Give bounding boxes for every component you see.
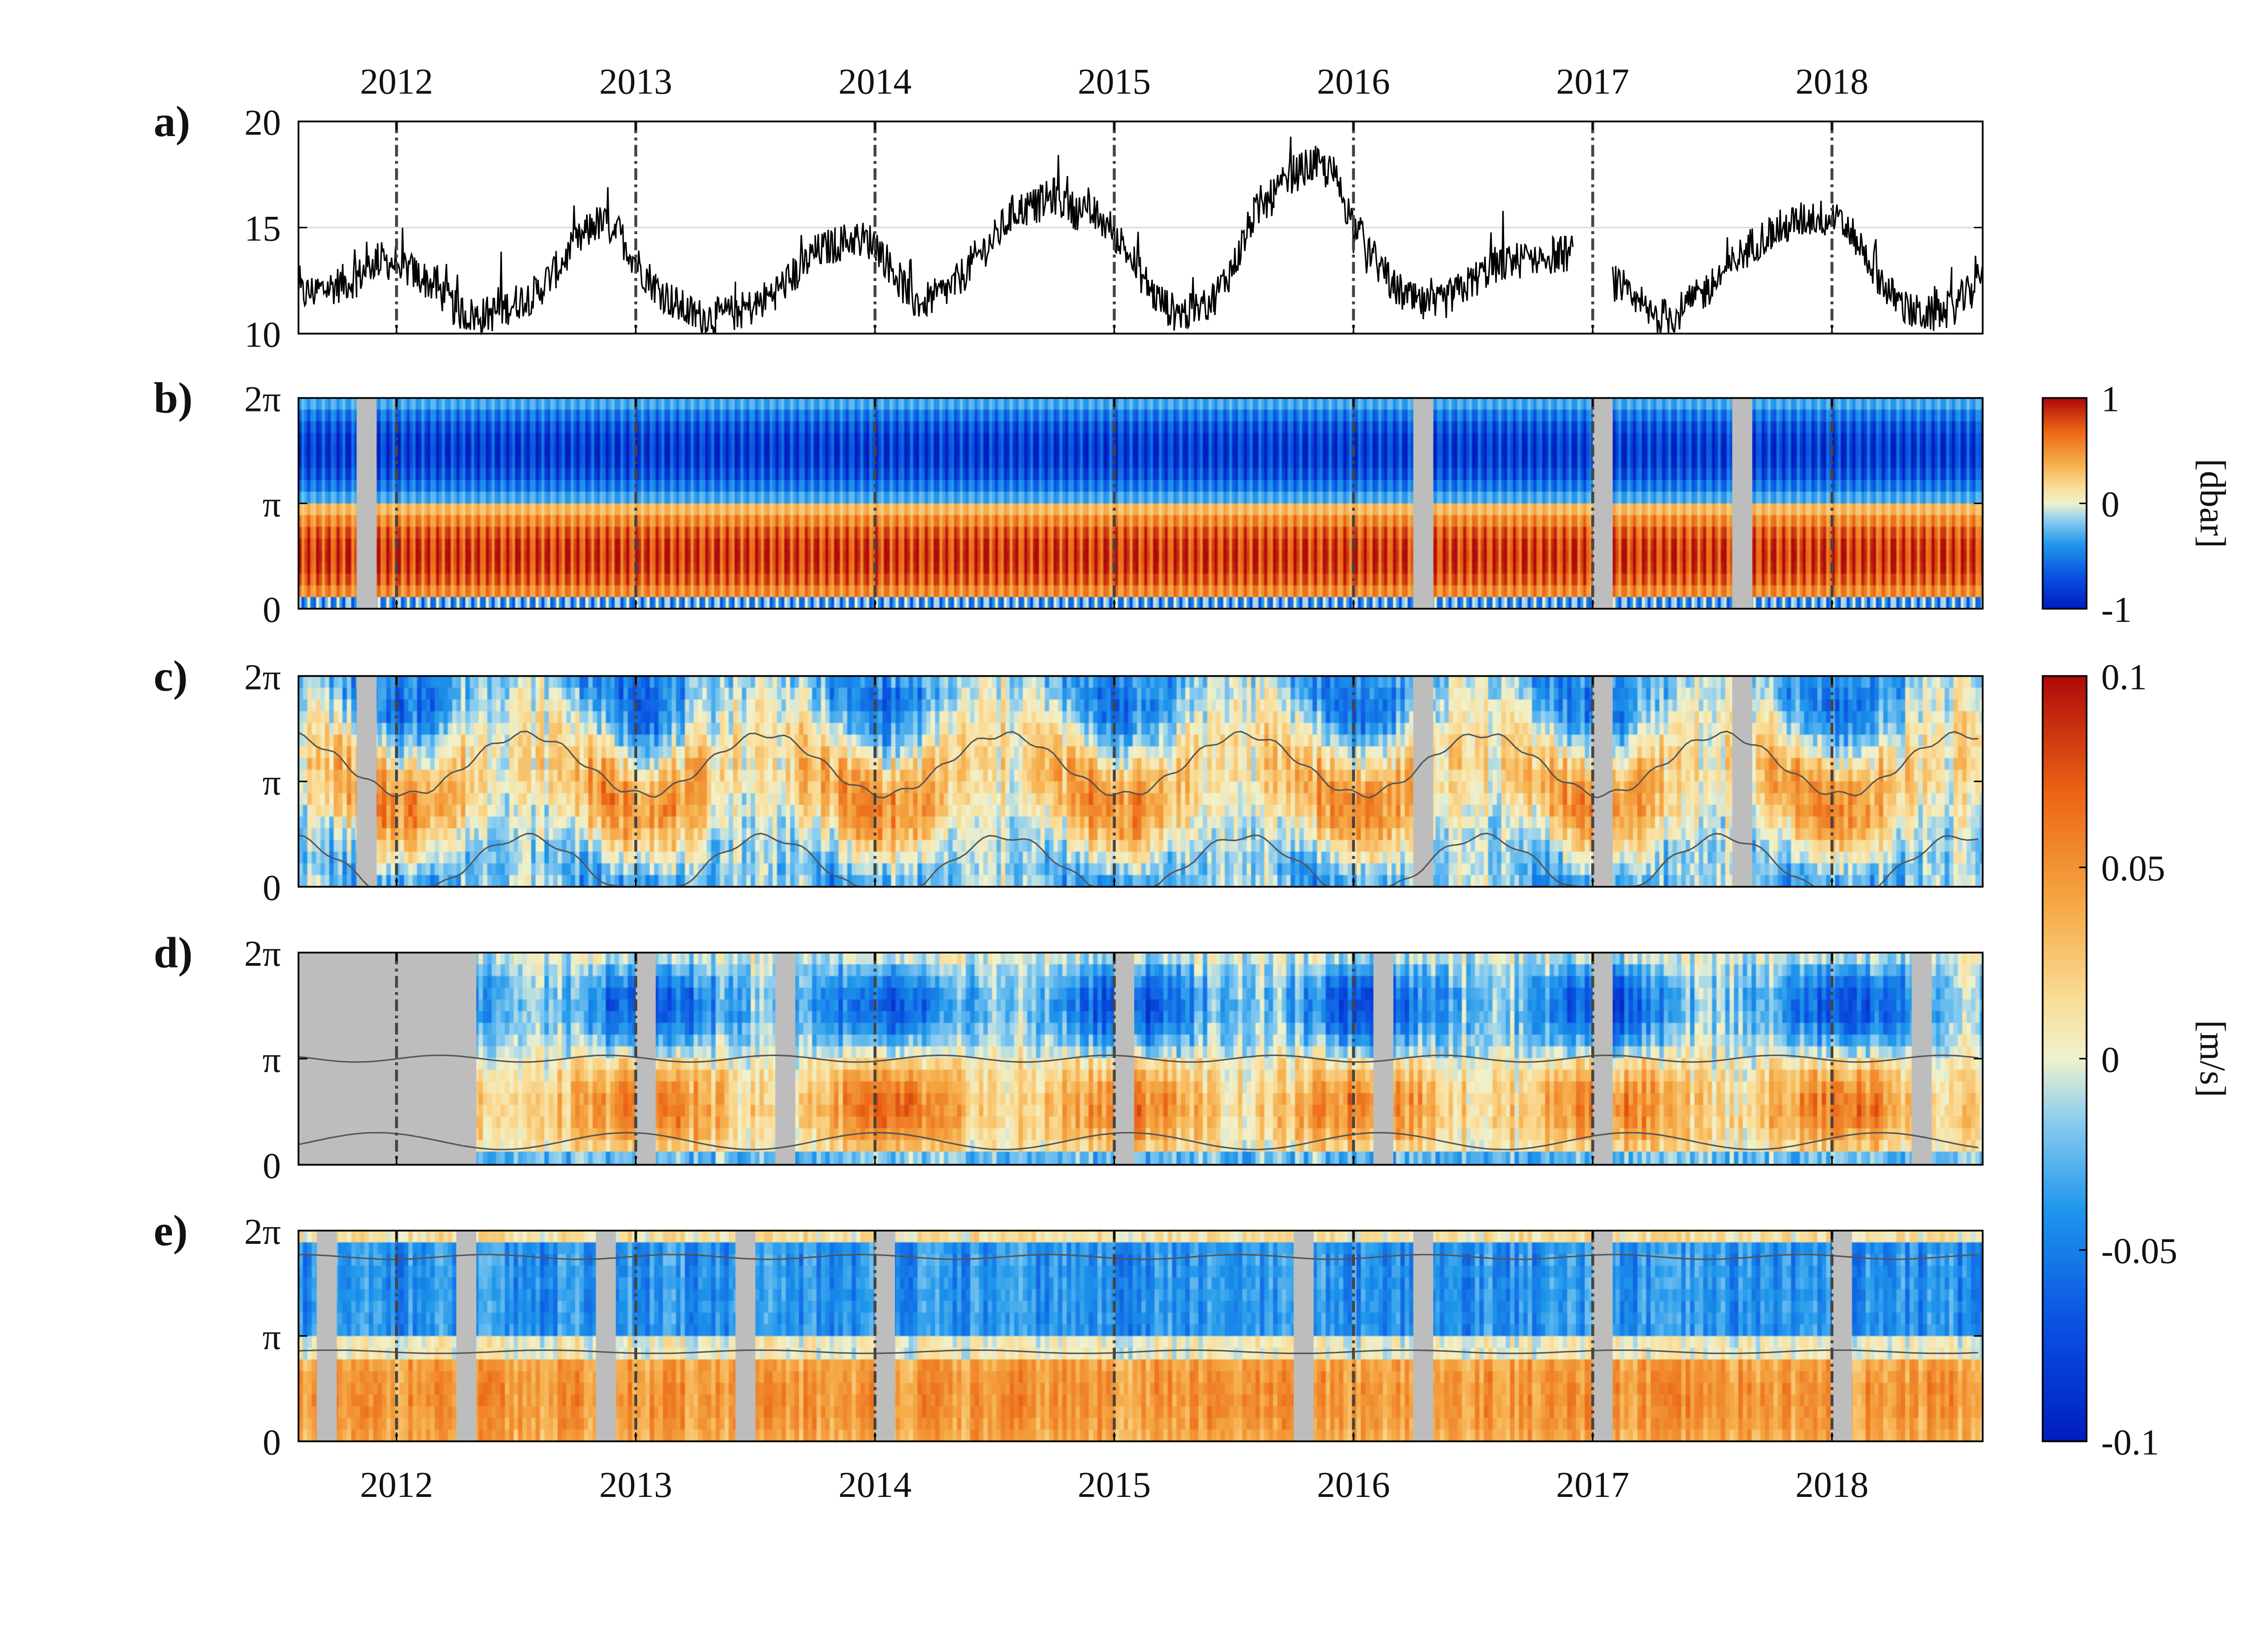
y-tick-label-d: 0 <box>263 1146 281 1186</box>
data-gap-e-3 <box>735 1230 756 1442</box>
temperature-series-line <box>298 137 1984 336</box>
data-gap-e-4 <box>875 1230 895 1442</box>
colorbar-pressure-tick-label: 1 <box>2101 379 2119 419</box>
y-tick-label-a: 20 <box>244 103 281 143</box>
contour-e-2 <box>298 1349 1979 1354</box>
x-tick-label-top: 2018 <box>1795 61 1868 102</box>
colorbar-velocity-tick-label: -0.05 <box>2101 1231 2177 1271</box>
y-tick-label-e: 0 <box>263 1422 281 1462</box>
contour-d-1 <box>298 1054 1979 1063</box>
colorbar-velocity-label: [m/s] <box>2193 1020 2233 1097</box>
data-gap-b-1 <box>1413 398 1433 609</box>
heatmap-panel-e <box>298 1230 1983 1442</box>
x-tick-label-bottom: 2015 <box>1078 1465 1151 1505</box>
x-tick-label-bottom: 2017 <box>1556 1465 1629 1505</box>
colorbar-velocity-tick-label: 0.1 <box>2101 657 2147 697</box>
colorbar-pressure-tick-label: 0 <box>2101 484 2119 525</box>
panel-label-c: c) <box>154 652 188 700</box>
x-tick-label-top: 2014 <box>838 61 911 102</box>
data-gap-e-2 <box>596 1230 616 1442</box>
data-gap-e-6 <box>1413 1230 1433 1442</box>
heatmap-panel-d <box>298 953 1983 1165</box>
x-tick-label-bottom: 2012 <box>360 1465 433 1505</box>
data-gap-d-6 <box>1911 953 1932 1165</box>
panel-label-a: a) <box>154 97 191 146</box>
data-gap-e-8 <box>1832 1230 1852 1442</box>
data-gap-b-0 <box>357 398 377 609</box>
data-gap-e-0 <box>317 1230 337 1442</box>
x-tick-label-top: 2012 <box>360 61 433 102</box>
contour-d-2 <box>298 1132 1979 1150</box>
data-gap-d-2 <box>775 953 796 1165</box>
y-tick-label-c: 2π <box>244 657 281 697</box>
data-gap-e-7 <box>1593 1230 1613 1442</box>
contour-c-1 <box>298 730 1979 799</box>
y-tick-label-a: 15 <box>244 209 281 249</box>
x-tick-label-top: 2016 <box>1317 61 1390 102</box>
x-tick-label-bottom: 2014 <box>838 1465 911 1505</box>
data-gap-b-2 <box>1593 398 1613 609</box>
y-tick-label-b: 2π <box>244 379 281 419</box>
data-gap-e-1 <box>456 1230 476 1442</box>
data-gap-d-5 <box>1593 953 1613 1165</box>
heatmap-panel-c <box>298 676 1983 887</box>
panel-label-b: b) <box>154 374 193 422</box>
colorbar-velocity-tick-label: 0.05 <box>2101 848 2165 889</box>
y-tick-label-e: π <box>263 1317 281 1357</box>
x-tick-label-top: 2013 <box>599 61 672 102</box>
x-tick-label-bottom: 2018 <box>1795 1465 1868 1505</box>
x-tick-label-top: 2017 <box>1556 61 1629 102</box>
y-tick-label-d: 2π <box>244 934 281 974</box>
colorbar-velocity-tick-label: -0.1 <box>2101 1422 2159 1462</box>
y-tick-label-d: π <box>263 1040 281 1080</box>
x-tick-label-bottom: 2016 <box>1317 1465 1390 1505</box>
colorbar-pressure-label: [dbar] <box>2193 459 2233 548</box>
y-tick-label-c: 0 <box>263 868 281 908</box>
data-gap-c-2 <box>1593 676 1613 887</box>
data-gap-d-0 <box>298 953 476 1165</box>
data-gap-d-4 <box>1373 953 1393 1165</box>
data-gap-c-1 <box>1413 676 1433 887</box>
x-tick-label-top: 2015 <box>1078 61 1151 102</box>
y-tick-label-c: π <box>263 763 281 803</box>
x-tick-label-bottom: 2013 <box>599 1465 672 1505</box>
y-tick-label-e: 2π <box>244 1212 281 1252</box>
contour-e-1 <box>298 1254 1979 1260</box>
colorbar-pressure-tick-label: -1 <box>2101 590 2131 630</box>
data-gap-c-3 <box>1732 676 1752 887</box>
colorbar-velocity-tick-label: 0 <box>2101 1040 2119 1080</box>
heatmap-panel-b <box>298 398 1983 609</box>
data-gap-b-3 <box>1732 398 1752 609</box>
y-tick-label-b: π <box>263 484 281 525</box>
panel-label-e: e) <box>154 1206 188 1255</box>
y-tick-label-a: 10 <box>244 315 281 355</box>
data-gap-e-5 <box>1294 1230 1314 1442</box>
data-gap-d-3 <box>1114 953 1134 1165</box>
y-tick-label-b: 0 <box>263 590 281 630</box>
panel-label-d: d) <box>154 928 193 977</box>
